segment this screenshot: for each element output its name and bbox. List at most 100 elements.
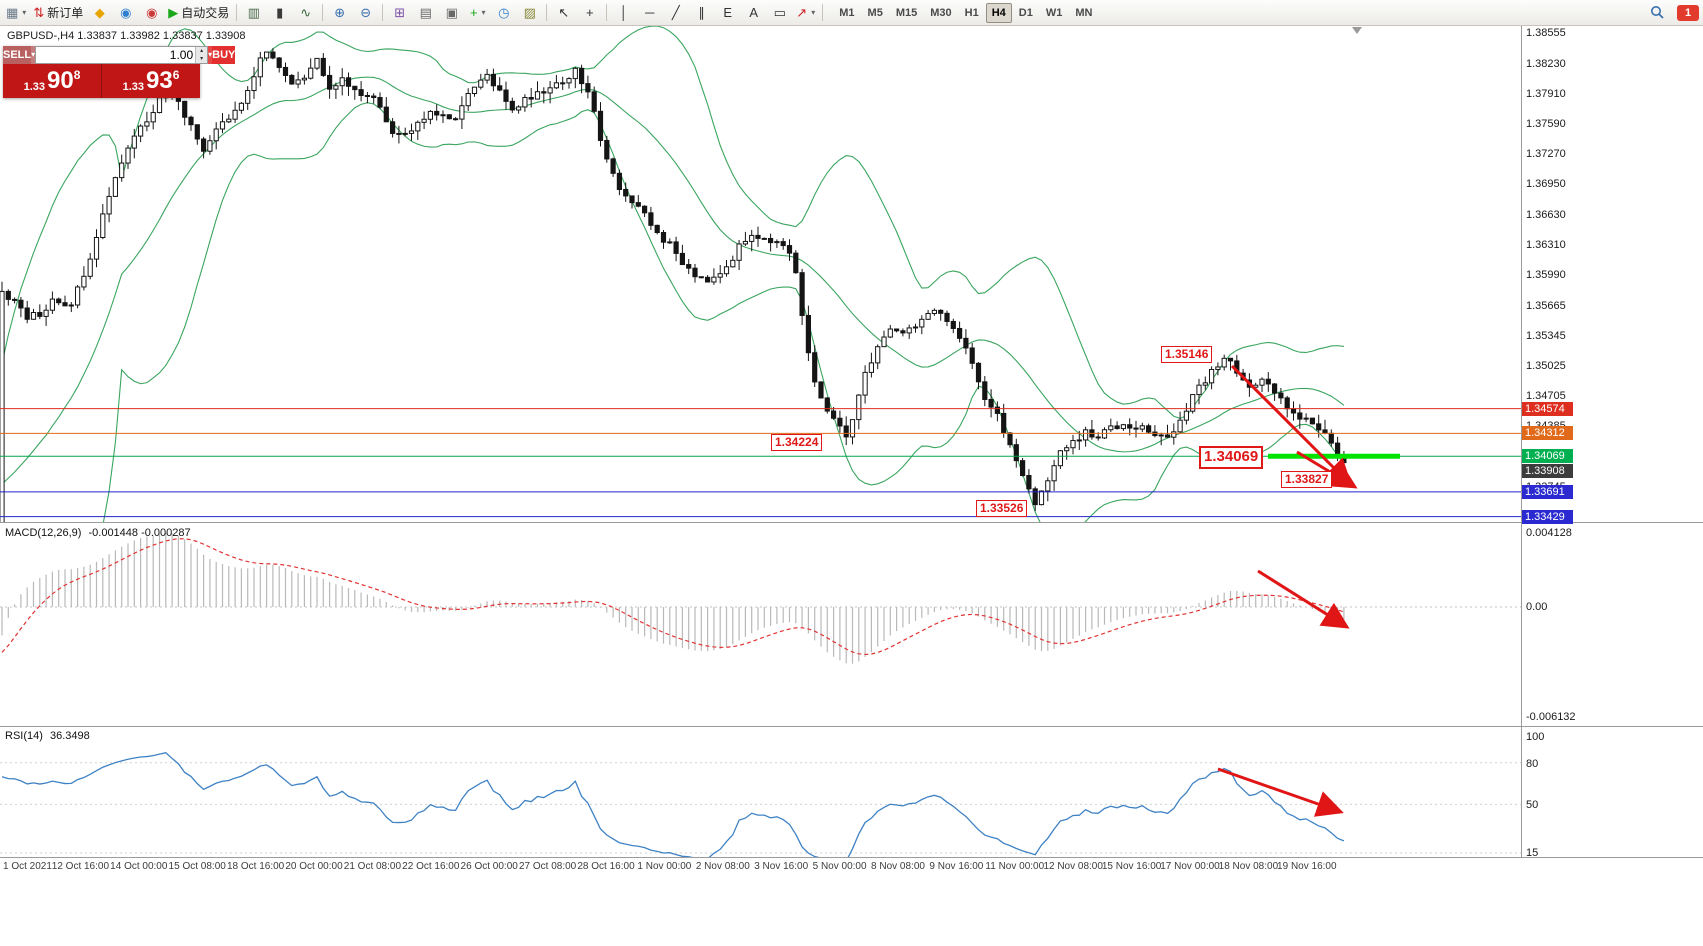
trend-arrow[interactable] — [1296, 450, 1358, 489]
templates-icon: ▨ — [523, 5, 536, 20]
timeframe-m1[interactable]: M1 — [839, 6, 855, 19]
chat-button[interactable]: ◉ — [139, 3, 164, 23]
top-toolbar: ▦ ▾ ⇅ 新订单 ◆ ◉ ◉ ▶ 自动交易 ▥ ▮ ∿ ⊕ ⊖ ⊞ ▤ ▣ + ▾ ◷ ▨ ↖ + │ ─ ╱ ∥ E A ▭ ↗ ▾ M1… — [0, 0, 1703, 26]
notifications-badge[interactable]: 1 — [1677, 4, 1699, 21]
vertical-line-button[interactable]: │ — [611, 3, 636, 23]
toolbar-separator — [322, 4, 324, 21]
symbol-ohlc-text: GBPUSD-,H4 1.33837 1.33982 1.33837 1.339… — [7, 30, 246, 42]
buy-price-button[interactable]: 1.33 93 6 — [102, 64, 200, 98]
macd-signal-line — [1, 538, 1345, 656]
time-axis-label: 27 Oct 08:00 — [518, 861, 577, 872]
timeframe-mn[interactable]: MN — [1075, 6, 1093, 19]
trend-arrows[interactable] — [1217, 364, 1358, 817]
zoom-in-button[interactable]: ⊕ — [327, 3, 352, 23]
buy-price-big: 93 — [146, 67, 173, 94]
cursor-icon: ↖ — [558, 5, 570, 20]
timeframe-w1[interactable]: W1 — [1045, 6, 1063, 19]
tile-windows-button[interactable]: ⊞ — [387, 3, 412, 23]
price-callout-1.33526[interactable]: 1.33526 — [976, 500, 1028, 517]
cursor-button[interactable]: ↖ — [551, 3, 576, 23]
new-chart-button[interactable]: ▦ ▾ — [3, 3, 29, 23]
time-axis-label: 1 Oct 2021 — [3, 861, 52, 872]
price-callout-1.33827[interactable]: 1.33827 — [1281, 471, 1333, 488]
vertical-line-icon: │ — [619, 5, 628, 20]
price-axis-tick: 1.35990 — [1526, 269, 1566, 281]
price-badge-1.34574: 1.34574 — [1522, 401, 1573, 416]
time-axis-label: 2 Nov 08:00 — [695, 861, 750, 872]
timeframe-h4[interactable]: H4 — [985, 2, 1012, 23]
trendline-button[interactable]: ╱ — [663, 3, 688, 23]
trend-arrow[interactable] — [1217, 767, 1344, 817]
indicators-add-button[interactable]: + ▾ — [465, 3, 490, 23]
time-axis-label: 15 Oct 08:00 — [168, 861, 226, 872]
toolbar-separator — [546, 4, 548, 21]
chart-bars-button[interactable]: ▥ — [241, 3, 266, 23]
timeframe-d1[interactable]: D1 — [1018, 6, 1033, 19]
volume-input[interactable] — [36, 47, 196, 63]
zoom-out-button[interactable]: ⊖ — [353, 3, 378, 23]
chart-candles-button[interactable]: ▮ — [267, 3, 292, 23]
text-label-button[interactable]: ▭ — [767, 3, 792, 23]
horizontal-line-button[interactable]: ─ — [637, 3, 662, 23]
toolbar-separator — [382, 4, 384, 21]
text-icon: A — [749, 5, 759, 20]
horizontal-level-lines[interactable] — [0, 408, 1521, 518]
fibonacci-button[interactable]: E — [715, 3, 740, 23]
chart-line-button[interactable]: ∿ — [293, 3, 318, 23]
timeframe-h1[interactable]: H1 — [964, 6, 979, 19]
time-axis-label: 20 Oct 00:00 — [285, 861, 343, 872]
new-order-icon: ⇅ — [33, 5, 45, 20]
macd-axis-label: 0.004128 — [1526, 527, 1572, 539]
text-button[interactable]: A — [741, 3, 766, 23]
sell-dropdown[interactable]: ▾ — [31, 46, 36, 64]
period-refresh-button[interactable]: ◷ — [491, 3, 516, 23]
buy-dropdown[interactable]: ▾ — [208, 46, 213, 64]
price-callout-1.34069[interactable]: 1.34069 — [1199, 446, 1264, 469]
volume-field: ▴ ▾ — [35, 46, 209, 64]
price-callout-1.35146[interactable]: 1.35146 — [1161, 346, 1213, 363]
trend-arrow[interactable] — [1257, 569, 1350, 629]
timeframe-m15[interactable]: M15 — [895, 6, 918, 19]
price-axis-tick: 1.36310 — [1526, 238, 1566, 251]
community-button[interactable]: ◉ — [113, 3, 138, 23]
rsi-axis-label: 80 — [1526, 758, 1539, 770]
autotrade-button[interactable]: ▶ 自动交易 — [165, 3, 232, 23]
price-axis-tick: 1.36950 — [1526, 178, 1566, 191]
trendline-icon: ╱ — [671, 5, 680, 20]
buy-button[interactable]: BUY — [212, 46, 236, 64]
volume-decrease-button[interactable]: ▾ — [200, 56, 204, 62]
new-order-label: 新订单 — [47, 6, 84, 20]
templates-button[interactable]: ▨ — [517, 3, 542, 23]
new-order-button[interactable]: ⇅ 新订单 — [30, 3, 86, 23]
macd-name: MACD(12,26,9) — [5, 527, 82, 539]
cascade-windows-button[interactable]: ▤ — [413, 3, 438, 23]
price-axis-tick: 1.36630 — [1526, 208, 1566, 221]
crosshair-button[interactable]: + — [577, 3, 602, 23]
price-axis-tick: 1.37590 — [1526, 118, 1566, 131]
macd-axis-label: 0.00 — [1526, 601, 1548, 613]
sell-button[interactable]: SELL — [3, 46, 32, 64]
price-callout-1.34224[interactable]: 1.34224 — [771, 434, 823, 451]
horizontal-line-icon: ─ — [645, 5, 655, 20]
time-axis-label: 8 Nov 08:00 — [871, 861, 925, 872]
panel-separators[interactable] — [0, 25, 1703, 858]
time-axis-label: 5 Nov 00:00 — [812, 861, 867, 872]
sell-price-button[interactable]: 1.33 90 8 — [3, 64, 102, 98]
arrows-tool-button[interactable]: ↗ ▾ — [793, 3, 818, 23]
volume-increase-button[interactable]: ▴ — [200, 48, 204, 54]
arrange-windows-icon: ▣ — [445, 5, 458, 20]
timeframe-m30[interactable]: M30 — [930, 6, 952, 19]
timeframe-m5[interactable]: M5 — [867, 6, 883, 19]
rsi-name: RSI(14) — [5, 730, 43, 742]
price-axis-tick: 1.38555 — [1526, 27, 1566, 39]
search-button[interactable] — [1645, 3, 1670, 23]
crosshair-icon: + — [585, 5, 594, 20]
rsi-axis-label: 50 — [1526, 799, 1539, 811]
arrange-windows-button[interactable]: ▣ — [439, 3, 464, 23]
mql5-market-button[interactable]: ◆ — [87, 3, 112, 23]
rsi-level-lines — [0, 762, 1521, 854]
equidistant-channel-button[interactable]: ∥ — [689, 3, 714, 23]
